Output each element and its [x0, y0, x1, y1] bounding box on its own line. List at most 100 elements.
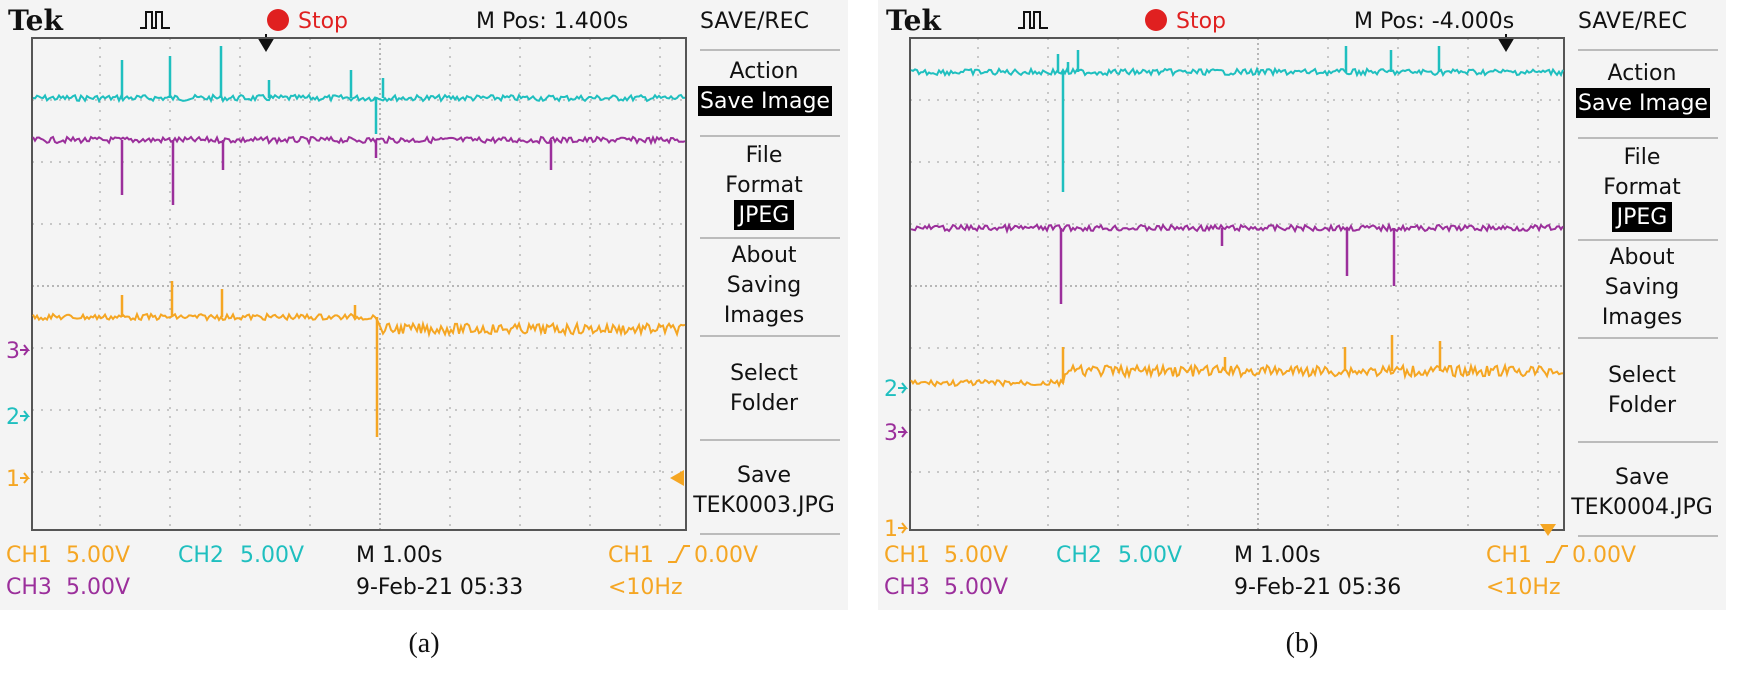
about-saving-3[interactable]: Images	[1602, 305, 1682, 330]
ch1-label: CH1	[884, 543, 930, 568]
brand-logo: Tek	[886, 4, 941, 37]
file-format-highlight[interactable]	[734, 200, 794, 230]
select-folder-2[interactable]: Folder	[730, 391, 799, 416]
save-label[interactable]: Save	[737, 463, 791, 488]
trigger-slope-icon	[668, 545, 690, 563]
action-value[interactable]: Save Image	[1578, 91, 1708, 116]
side-menu: Action Save Image File Format JPEG About…	[1570, 49, 1718, 537]
datetime: 9-Feb-21 05:33	[356, 575, 523, 600]
save-filename[interactable]: TEK0004.JPG	[1570, 495, 1713, 520]
ch1-marker: 1	[884, 517, 898, 542]
scope-display-b: Tek Stop M Pos: -4.000s SAVE/REC 2 3 1 A…	[884, 4, 1718, 600]
trigger-level-icon	[670, 470, 684, 486]
about-saving-2[interactable]: Saving	[1605, 275, 1680, 300]
acquire-mode-icon	[140, 11, 170, 29]
trace-ch2-b	[910, 46, 1564, 192]
ch1-label: CH1	[6, 543, 52, 568]
status-bar: CH1 5.00V CH2 5.00V CH3 5.00V M 1.00s 9-…	[6, 543, 758, 600]
action-value-highlight[interactable]	[1576, 88, 1710, 118]
scope-display-a: Tek Stop M Pos: 1.400s SAVE/REC 3 2 1 Ac…	[6, 4, 840, 600]
ch1-scale: 5.00V	[944, 543, 1008, 568]
menu-title: SAVE/REC	[1578, 9, 1687, 34]
run-state: Stop	[1176, 9, 1226, 34]
ch3-marker-arrow-icon	[20, 344, 31, 356]
timebase: M 1.00s	[356, 543, 442, 568]
stop-icon	[1145, 9, 1167, 31]
caption-b: (b)	[1285, 628, 1319, 659]
trace-line	[910, 222, 1564, 235]
brand-logo: Tek	[8, 4, 63, 37]
trigger-source: CH1	[1486, 543, 1532, 568]
action-value-highlight[interactable]	[698, 86, 832, 116]
scope-screen-b: Tek Stop M Pos: -4.000s SAVE/REC 2 3 1 A…	[878, 0, 1726, 610]
ch2-scale: 5.00V	[1118, 543, 1182, 568]
ch2-marker-arrow-icon	[898, 382, 909, 394]
stop-icon	[267, 9, 289, 31]
graticule	[32, 38, 686, 530]
trace-ch2-a	[32, 46, 686, 134]
trace-line	[32, 93, 686, 104]
file-format-label-1[interactable]: File	[1624, 145, 1661, 170]
trigger-frequency: <10Hz	[1486, 575, 1561, 600]
trigger-level: 0.00V	[694, 543, 758, 568]
graticule-frame	[31, 37, 687, 531]
trigger-level-icon	[1540, 524, 1556, 536]
file-format-value[interactable]: JPEG	[737, 203, 790, 228]
caption-a: (a)	[408, 628, 440, 659]
trace-ch1-b	[910, 335, 1564, 389]
ch3-marker-arrow-icon	[898, 426, 909, 438]
menu-title: SAVE/REC	[700, 9, 809, 34]
ch2-label: CH2	[1056, 543, 1102, 568]
ch2-marker-arrow-icon	[20, 410, 31, 422]
ch3-marker: 3	[6, 339, 20, 364]
select-folder-1[interactable]: Select	[1608, 363, 1676, 388]
ch2-marker: 2	[884, 377, 898, 402]
trigger-position-icon	[258, 34, 274, 52]
file-format-label-2[interactable]: Format	[1603, 175, 1681, 200]
acquire-mode-icon	[1018, 11, 1048, 29]
select-folder-1[interactable]: Select	[730, 361, 798, 386]
file-format-value[interactable]: JPEG	[1615, 205, 1668, 230]
file-format-highlight[interactable]	[1612, 202, 1672, 232]
ch3-scale: 5.00V	[944, 575, 1008, 600]
save-label[interactable]: Save	[1615, 465, 1669, 490]
scope-screen-a: Tek Stop M Pos: 1.400s SAVE/REC 3 2 1 Ac…	[0, 0, 848, 610]
ch3-label: CH3	[884, 575, 930, 600]
trace-line	[32, 134, 686, 146]
trace-ch3-b	[910, 222, 1564, 304]
trace-ch1-a	[32, 281, 686, 437]
file-format-label-1[interactable]: File	[746, 143, 783, 168]
trace-line	[32, 311, 686, 339]
file-format-label-2[interactable]: Format	[725, 173, 803, 198]
timebase: M 1.00s	[1234, 543, 1320, 568]
about-saving-1[interactable]: About	[731, 243, 796, 268]
datetime: 9-Feb-21 05:36	[1234, 575, 1401, 600]
ch3-marker: 3	[884, 421, 898, 446]
ch1-scale: 5.00V	[66, 543, 130, 568]
ch2-scale: 5.00V	[240, 543, 304, 568]
action-value[interactable]: Save Image	[700, 89, 830, 114]
m-pos-readout: M Pos: -4.000s	[1354, 9, 1514, 34]
action-label: Action	[730, 59, 799, 84]
about-saving-2[interactable]: Saving	[727, 273, 802, 298]
ch3-scale: 5.00V	[66, 575, 130, 600]
ch1-marker-arrow-icon	[898, 522, 909, 534]
status-bar: CH1 5.00V CH2 5.00V CH3 5.00V M 1.00s 9-…	[884, 543, 1636, 600]
graticule	[910, 38, 1564, 530]
trace-line	[910, 66, 1564, 78]
trace-ch3-a	[32, 134, 686, 205]
about-saving-1[interactable]: About	[1609, 245, 1674, 270]
trace-line	[910, 362, 1564, 389]
action-label: Action	[1608, 61, 1677, 86]
ch2-label: CH2	[178, 543, 224, 568]
about-saving-3[interactable]: Images	[724, 303, 804, 328]
m-pos-readout: M Pos: 1.400s	[476, 9, 628, 34]
ch1-marker-arrow-icon	[20, 472, 31, 484]
save-filename[interactable]: TEK0003.JPG	[692, 493, 835, 518]
trigger-source: CH1	[608, 543, 654, 568]
run-state: Stop	[298, 9, 348, 34]
side-menu: Action Save Image File Format JPEG About…	[692, 49, 840, 535]
select-folder-2[interactable]: Folder	[1608, 393, 1677, 418]
graticule-frame	[909, 37, 1565, 531]
ch2-marker: 2	[6, 405, 20, 430]
